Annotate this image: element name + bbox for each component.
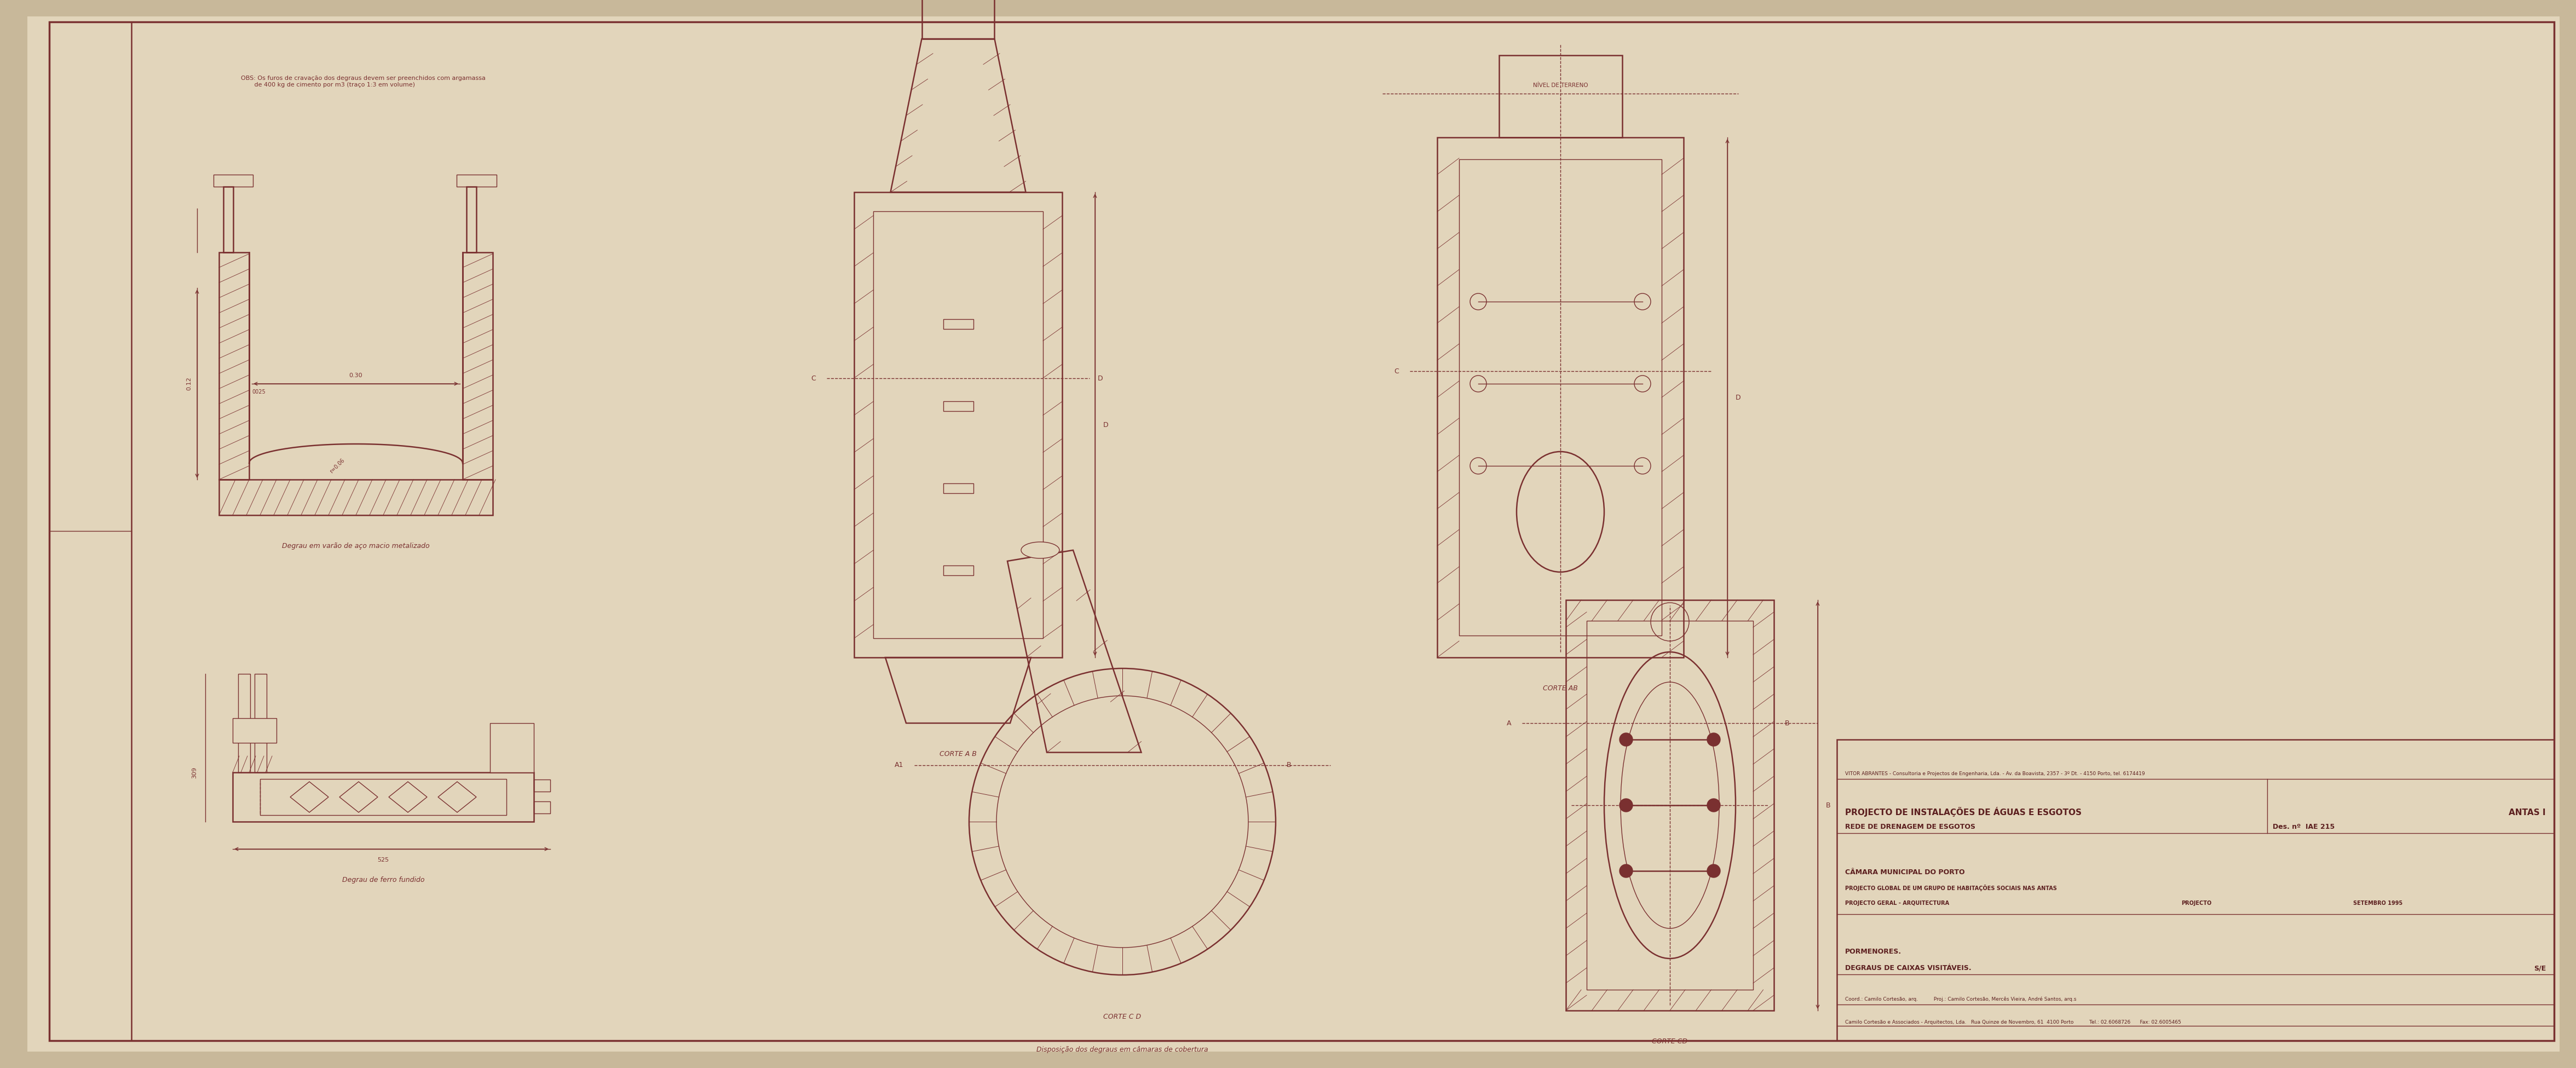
Text: D: D bbox=[1103, 421, 1108, 428]
Bar bbox=[489, 723, 533, 772]
Text: C: C bbox=[811, 375, 817, 382]
Text: r=0.06: r=0.06 bbox=[330, 457, 345, 474]
Bar bbox=[533, 801, 551, 814]
Bar bbox=[214, 175, 252, 187]
Text: D: D bbox=[1097, 375, 1103, 382]
Text: PROJECTO DE INSTALAÇÕES DE ÁGUAS E ESGOTOS: PROJECTO DE INSTALAÇÕES DE ÁGUAS E ESGOT… bbox=[1844, 806, 2081, 816]
Text: Degrau em varão de aço macio metalizado: Degrau em varão de aço macio metalizado bbox=[281, 543, 430, 550]
Circle shape bbox=[1708, 864, 1721, 878]
Text: 525: 525 bbox=[379, 858, 389, 863]
Text: Des. nº  IAE 215: Des. nº IAE 215 bbox=[2272, 823, 2334, 830]
Ellipse shape bbox=[1020, 541, 1059, 559]
Text: 0025: 0025 bbox=[252, 389, 265, 395]
Text: SETEMBRO 1995: SETEMBRO 1995 bbox=[2354, 900, 2403, 906]
Bar bbox=[1458, 159, 1662, 635]
Circle shape bbox=[1620, 733, 1633, 747]
Text: CORTE CD: CORTE CD bbox=[1651, 1038, 1687, 1045]
Text: Camilo Cortesão e Associados - Arquitectos, Lda.   Rua Quinze de Novembro, 61  4: Camilo Cortesão e Associados - Arquitect… bbox=[1844, 1020, 2182, 1024]
Bar bbox=[232, 718, 276, 743]
Bar bbox=[219, 480, 492, 515]
Text: ANTAS I: ANTAS I bbox=[2509, 808, 2545, 816]
Bar bbox=[1499, 56, 1623, 138]
Text: 0.30: 0.30 bbox=[350, 373, 363, 378]
Bar bbox=[255, 674, 268, 772]
Text: DEGRAUS DE CAIXAS VISITÁVEIS.: DEGRAUS DE CAIXAS VISITÁVEIS. bbox=[1844, 964, 1971, 972]
Text: REDE DE DRENAGEM DE ESGOTOS: REDE DE DRENAGEM DE ESGOTOS bbox=[1844, 823, 1976, 830]
Text: CORTE C D: CORTE C D bbox=[1103, 1014, 1141, 1020]
Text: CORTE A B: CORTE A B bbox=[940, 751, 976, 757]
Text: Coord.: Camilo Cortesão, arq.          Proj.: Camilo Cortesão, Mercês Vieira, An: Coord.: Camilo Cortesão, arq. Proj.: Cam… bbox=[1844, 996, 2076, 1002]
Text: C: C bbox=[1394, 367, 1399, 375]
Bar bbox=[219, 252, 250, 480]
Bar bbox=[1837, 739, 2553, 1040]
Bar bbox=[1437, 138, 1685, 658]
Text: D: D bbox=[1736, 394, 1741, 400]
Text: CÂMARA MUNICIPAL DO PORTO: CÂMARA MUNICIPAL DO PORTO bbox=[1844, 868, 1965, 876]
Text: NÍVEL DE TERRENO: NÍVEL DE TERRENO bbox=[1533, 82, 1587, 89]
Text: CORTE AB: CORTE AB bbox=[1543, 685, 1579, 692]
Bar bbox=[533, 780, 551, 791]
Text: OBS: Os furos de cravação dos degraus devem ser preenchidos com argamassa
      : OBS: Os furos de cravação dos degraus de… bbox=[242, 76, 484, 88]
Bar bbox=[232, 772, 533, 821]
Bar bbox=[464, 252, 492, 480]
Bar bbox=[237, 674, 250, 772]
Bar bbox=[224, 187, 232, 252]
Bar bbox=[466, 187, 477, 252]
Bar bbox=[922, 0, 994, 38]
Text: A1: A1 bbox=[894, 761, 904, 769]
Text: PORMENORES.: PORMENORES. bbox=[1844, 948, 1901, 955]
Circle shape bbox=[1620, 799, 1633, 812]
Circle shape bbox=[1708, 733, 1721, 747]
Text: A: A bbox=[1507, 720, 1512, 726]
Bar bbox=[943, 484, 974, 493]
Text: 309: 309 bbox=[191, 767, 198, 779]
Text: Disposição dos degraus em câmaras de cobertura: Disposição dos degraus em câmaras de cob… bbox=[1036, 1046, 1208, 1053]
Bar bbox=[855, 192, 1061, 658]
Text: Degrau de ferro fundido: Degrau de ferro fundido bbox=[343, 877, 425, 883]
Bar bbox=[943, 565, 974, 576]
Circle shape bbox=[1620, 864, 1633, 878]
Text: PROJECTO: PROJECTO bbox=[2182, 900, 2210, 906]
Text: 0.12: 0.12 bbox=[185, 377, 191, 391]
Text: B: B bbox=[1785, 720, 1790, 726]
Bar bbox=[873, 211, 1043, 639]
Text: B: B bbox=[1285, 761, 1291, 769]
Bar bbox=[943, 319, 974, 329]
Bar bbox=[1587, 621, 1754, 990]
Text: PROJECTO GLOBAL DE UM GRUPO DE HABITAÇÕES SOCIAIS NAS ANTAS: PROJECTO GLOBAL DE UM GRUPO DE HABITAÇÕE… bbox=[1844, 884, 2056, 891]
Bar bbox=[456, 175, 497, 187]
Bar bbox=[943, 402, 974, 411]
Text: PROJECTO GERAL - ARQUITECTURA: PROJECTO GERAL - ARQUITECTURA bbox=[1844, 900, 1950, 906]
Text: VITOR ABRANTES - Consultoria e Projectos de Engenharia, Lda. - Av. da Boavista, : VITOR ABRANTES - Consultoria e Projectos… bbox=[1844, 771, 2146, 776]
Text: S/E: S/E bbox=[2535, 964, 2545, 972]
Text: B: B bbox=[1826, 802, 1832, 808]
Circle shape bbox=[1708, 799, 1721, 812]
Bar bbox=[260, 779, 507, 815]
Bar bbox=[1566, 600, 1775, 1010]
